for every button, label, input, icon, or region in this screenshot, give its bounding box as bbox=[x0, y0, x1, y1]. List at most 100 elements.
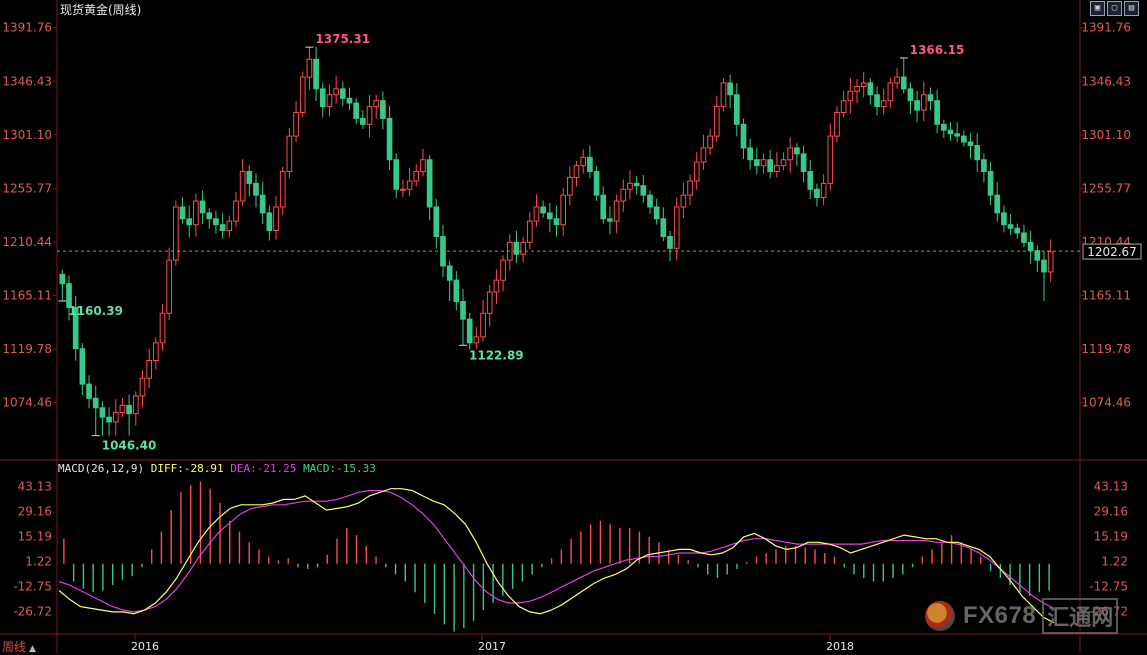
current-price-box bbox=[1082, 243, 1142, 260]
candle-body bbox=[667, 236, 673, 249]
candle-body bbox=[1034, 250, 1041, 261]
candle-body bbox=[159, 312, 166, 344]
candle-body bbox=[346, 97, 353, 104]
candle-body bbox=[760, 159, 767, 167]
menu-icon[interactable]: ▤ bbox=[1124, 1, 1139, 16]
candle-body bbox=[587, 156, 593, 173]
price-tick-label-left: 1165.11 bbox=[2, 288, 52, 302]
candle-body bbox=[927, 94, 934, 102]
candle-body bbox=[166, 259, 173, 314]
caret-up-icon: ▲ bbox=[29, 644, 36, 654]
candle-body bbox=[787, 147, 794, 161]
candle-body bbox=[1014, 227, 1021, 234]
candle-body bbox=[740, 123, 747, 149]
candle-body bbox=[907, 88, 914, 102]
price-tick-label-right: 1255.77 bbox=[1081, 181, 1131, 195]
candle-body bbox=[767, 159, 774, 173]
candle-body bbox=[620, 188, 627, 202]
candle-body bbox=[800, 153, 807, 173]
candle-body bbox=[433, 206, 440, 238]
restore-icon[interactable]: ▣ bbox=[1090, 1, 1105, 16]
period-selector[interactable]: 周线 ▲ bbox=[2, 638, 36, 655]
candle-body bbox=[500, 259, 506, 281]
candle-body bbox=[393, 159, 400, 190]
candle-body bbox=[139, 377, 146, 397]
candle-body bbox=[653, 206, 660, 220]
candle-body bbox=[640, 185, 647, 196]
candle-body bbox=[700, 147, 707, 163]
window-buttons: ▣ ▢ ▤ bbox=[1090, 1, 1139, 16]
price-tick-label-right: 1119.78 bbox=[1081, 342, 1131, 356]
macd-tick-label-right: 15.19 bbox=[1094, 530, 1128, 544]
macd-tick-label-left: 15.19 bbox=[18, 530, 52, 544]
time-tick-label: 2016 bbox=[131, 640, 159, 653]
candle-body bbox=[607, 218, 613, 222]
candle-body bbox=[246, 171, 253, 184]
time-tick-label: 2017 bbox=[478, 640, 506, 653]
candle-body bbox=[99, 407, 106, 418]
watermark-cn-text: 汇通网 bbox=[1042, 598, 1119, 634]
candle-body bbox=[66, 283, 72, 308]
watermark-text: FX678 bbox=[963, 602, 1037, 629]
candle-body bbox=[546, 212, 553, 220]
candle-body bbox=[647, 194, 653, 208]
candle-body bbox=[173, 206, 179, 261]
price-tick-label-right: 1074.46 bbox=[1081, 395, 1131, 409]
maximize-icon[interactable]: ▢ bbox=[1107, 1, 1122, 16]
candle-body bbox=[152, 342, 159, 362]
candle-body bbox=[426, 159, 433, 208]
candle-body bbox=[981, 159, 987, 173]
candle-body bbox=[1001, 212, 1007, 226]
candle-body bbox=[1027, 241, 1034, 252]
candle-body bbox=[867, 82, 874, 96]
candle-body bbox=[954, 133, 961, 137]
candle-body bbox=[920, 94, 927, 111]
candle-body bbox=[259, 194, 266, 214]
candle-body bbox=[526, 220, 533, 243]
macd-tick-label-right: -12.75 bbox=[1089, 579, 1128, 593]
price-tick-label-left: 1119.78 bbox=[2, 342, 52, 356]
candle-body bbox=[366, 106, 373, 125]
candle-body bbox=[72, 306, 79, 350]
macd-tick-label-left: -12.75 bbox=[13, 579, 52, 593]
extreme-price-label: 1046.40 bbox=[102, 439, 157, 453]
candle-body bbox=[707, 135, 713, 149]
candle-body bbox=[854, 86, 860, 92]
candle-body bbox=[493, 279, 500, 293]
macd-diff-value: DIFF:-28.91 bbox=[150, 462, 224, 475]
candle-body bbox=[92, 397, 99, 409]
candle-body bbox=[840, 100, 847, 113]
candle-body bbox=[326, 94, 333, 108]
candle-body bbox=[807, 171, 814, 190]
candle-body bbox=[533, 206, 540, 222]
candle-body bbox=[486, 291, 493, 314]
candle-body bbox=[633, 182, 640, 187]
macd-tick-label-right: 43.13 bbox=[1094, 480, 1128, 494]
candle-body bbox=[219, 224, 226, 232]
price-tick-label-left: 1391.76 bbox=[2, 21, 52, 35]
candle-body bbox=[360, 117, 366, 125]
candle-body bbox=[987, 171, 994, 196]
candle-body bbox=[753, 159, 760, 167]
candle-body bbox=[727, 82, 733, 96]
candle-body bbox=[400, 188, 406, 191]
candle-body bbox=[380, 100, 386, 119]
time-tick-label: 2018 bbox=[826, 640, 854, 653]
fx678-logo-icon bbox=[925, 601, 955, 631]
candle-body bbox=[279, 171, 286, 208]
macd-hist-value: MACD:-15.33 bbox=[303, 462, 376, 475]
candle-body bbox=[466, 318, 473, 344]
candle-body bbox=[894, 76, 900, 84]
candle-body bbox=[453, 279, 460, 302]
candle-body bbox=[233, 200, 239, 222]
candle-body bbox=[693, 161, 700, 182]
candle-body bbox=[59, 273, 66, 285]
candle-body bbox=[132, 395, 139, 415]
candle-body bbox=[112, 411, 119, 423]
price-tick-label-left: 1074.46 bbox=[2, 395, 52, 409]
extreme-price-label: 1122.89 bbox=[469, 348, 524, 362]
candle-body bbox=[880, 100, 887, 108]
extreme-price-label: 1366.15 bbox=[910, 43, 965, 57]
period-label: 周线 bbox=[2, 640, 27, 654]
